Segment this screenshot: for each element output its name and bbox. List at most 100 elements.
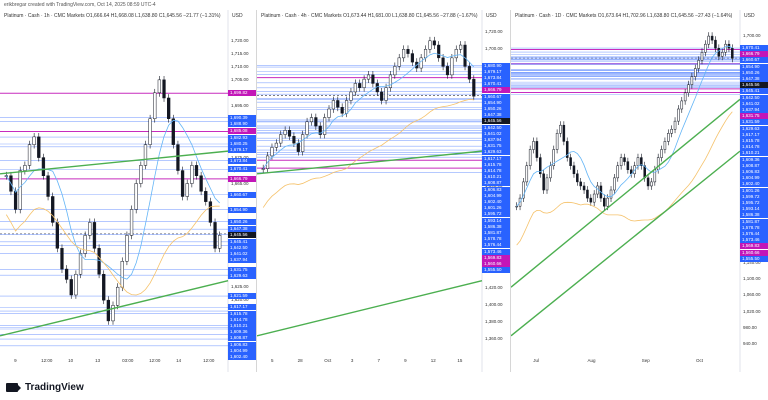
price-level-badge: 1,699.82: [228, 90, 256, 97]
price-level-badge: 1,654.90: [740, 63, 768, 70]
candle-body: [274, 142, 278, 148]
price-level-badge: 1,602.40: [228, 354, 256, 361]
moving-average-line: [262, 52, 475, 169]
y-tick-label: 980.00: [743, 324, 757, 330]
price-level-badge: 1,621.59: [228, 293, 256, 300]
candle-body: [18, 170, 22, 210]
price-level-badge: 1,609.36: [740, 156, 768, 163]
currency-label: USD: [232, 13, 243, 19]
price-level-badge: 1,614.78: [740, 144, 768, 151]
candle-body: [650, 181, 653, 187]
candle-body: [380, 91, 384, 101]
candle-body: [323, 117, 327, 135]
y-tick-label: 1,700.00: [743, 33, 761, 39]
y-tick-label: 1,020.00: [743, 308, 761, 314]
price-level-badge: 1,615.78: [228, 310, 256, 317]
x-tick-label: Oct: [324, 358, 332, 363]
candle-body: [83, 235, 87, 254]
candle-body: [270, 147, 274, 157]
candle-body: [667, 133, 670, 142]
candle-body: [218, 235, 222, 249]
candle-body: [301, 134, 305, 152]
price-level-badge: 1,631.75: [740, 113, 768, 120]
y-tick-label: 940.00: [743, 340, 757, 346]
chart-panel-4h[interactable]: Platinum · Cash · 4h · CMC Markets O1,67…: [257, 10, 511, 372]
x-tick-label: 9: [14, 358, 17, 363]
price-level-badge: 1,629.63: [482, 149, 510, 156]
price-level-badge: 1,690.39: [228, 114, 256, 121]
y-tick-label: 1,140.00: [743, 259, 761, 265]
price-level-badge: 1,641.02: [228, 250, 256, 257]
candle-body: [371, 74, 375, 84]
candle-body: [167, 97, 171, 119]
candle-body: [261, 168, 265, 170]
price-level-badge: 1,641.02: [482, 130, 510, 137]
y-tick-label: 1,705.00: [231, 76, 249, 82]
candle-body: [162, 79, 166, 99]
candle-body: [459, 44, 463, 50]
candle-body: [515, 205, 518, 208]
tradingview-logo[interactable]: TradingView: [6, 382, 84, 393]
candle-body: [78, 253, 83, 275]
price-level-badge: 1,560.66: [740, 249, 768, 256]
candle-body: [397, 57, 401, 67]
candle-body: [309, 117, 314, 123]
candle-body: [626, 161, 630, 170]
chart-panel-1d[interactable]: Platinum · Cash · 1D · CMC Markets O1,67…: [511, 10, 768, 372]
candle-body: [314, 117, 318, 127]
chart-panel-1h[interactable]: Platinum · Cash · 1h · CMC Markets O1,66…: [0, 10, 257, 372]
x-tick-label: 03:00: [122, 358, 134, 363]
candle-body: [362, 78, 366, 88]
x-tick-label: 14: [176, 358, 182, 363]
trend-line: [257, 150, 483, 175]
candle-body: [720, 52, 724, 57]
moving-average-line: [262, 98, 474, 208]
price-level-badge: 1,660.67: [228, 191, 256, 198]
price-level-badge: 1,688.90: [228, 120, 256, 127]
candle-body: [663, 141, 667, 150]
candle-body: [532, 141, 535, 150]
price-level-badge: 1,647.38: [482, 112, 510, 119]
candle-body: [279, 134, 283, 144]
candle-body: [74, 273, 78, 296]
current-price-badge: 1,645.56: [482, 118, 510, 125]
candle-body: [120, 261, 124, 288]
candle-body: [640, 157, 643, 166]
currency-label: USD: [744, 13, 755, 19]
candle-body: [366, 74, 371, 80]
price-level-badge: 1,615.78: [740, 138, 768, 145]
candle-body: [194, 165, 199, 176]
moving-average-line: [516, 111, 733, 246]
candle-body: [13, 191, 18, 210]
price-level-badge: 1,637.94: [228, 257, 256, 264]
y-tick-label: 1,620.00: [231, 297, 249, 303]
price-level-badge: 1,647.38: [740, 76, 768, 83]
price-level-badge: 1,654.90: [482, 99, 510, 106]
candle-body: [704, 43, 707, 53]
price-level-badge: 1,679.17: [228, 147, 256, 154]
candle-body: [358, 83, 362, 88]
candle-body: [616, 165, 620, 179]
candle-body: [683, 92, 687, 102]
price-level-badge: 1,670.41: [740, 45, 768, 52]
chart-canvas[interactable]: [511, 10, 768, 372]
chart-canvas[interactable]: [257, 10, 510, 372]
candle-body: [606, 197, 609, 207]
y-tick-label: 1,400.00: [485, 302, 503, 308]
candle-body: [46, 175, 50, 197]
candle-body: [190, 165, 194, 184]
brand-name: TradingView: [25, 382, 84, 393]
candle-body: [69, 279, 73, 296]
candle-body: [619, 157, 623, 166]
chart-canvas[interactable]: [0, 10, 256, 372]
price-level-badge: 1,645.41: [228, 238, 256, 245]
price-level-badge: 1,679.17: [482, 68, 510, 75]
candle-body: [450, 57, 454, 76]
price-level-badge: 1,631.75: [228, 266, 256, 273]
candle-body: [41, 157, 46, 176]
candle-body: [673, 120, 677, 130]
candle-body: [344, 100, 349, 114]
candle-body: [305, 121, 309, 135]
x-tick-label: 10: [68, 358, 74, 363]
y-tick-label: 1,380.00: [485, 319, 503, 325]
